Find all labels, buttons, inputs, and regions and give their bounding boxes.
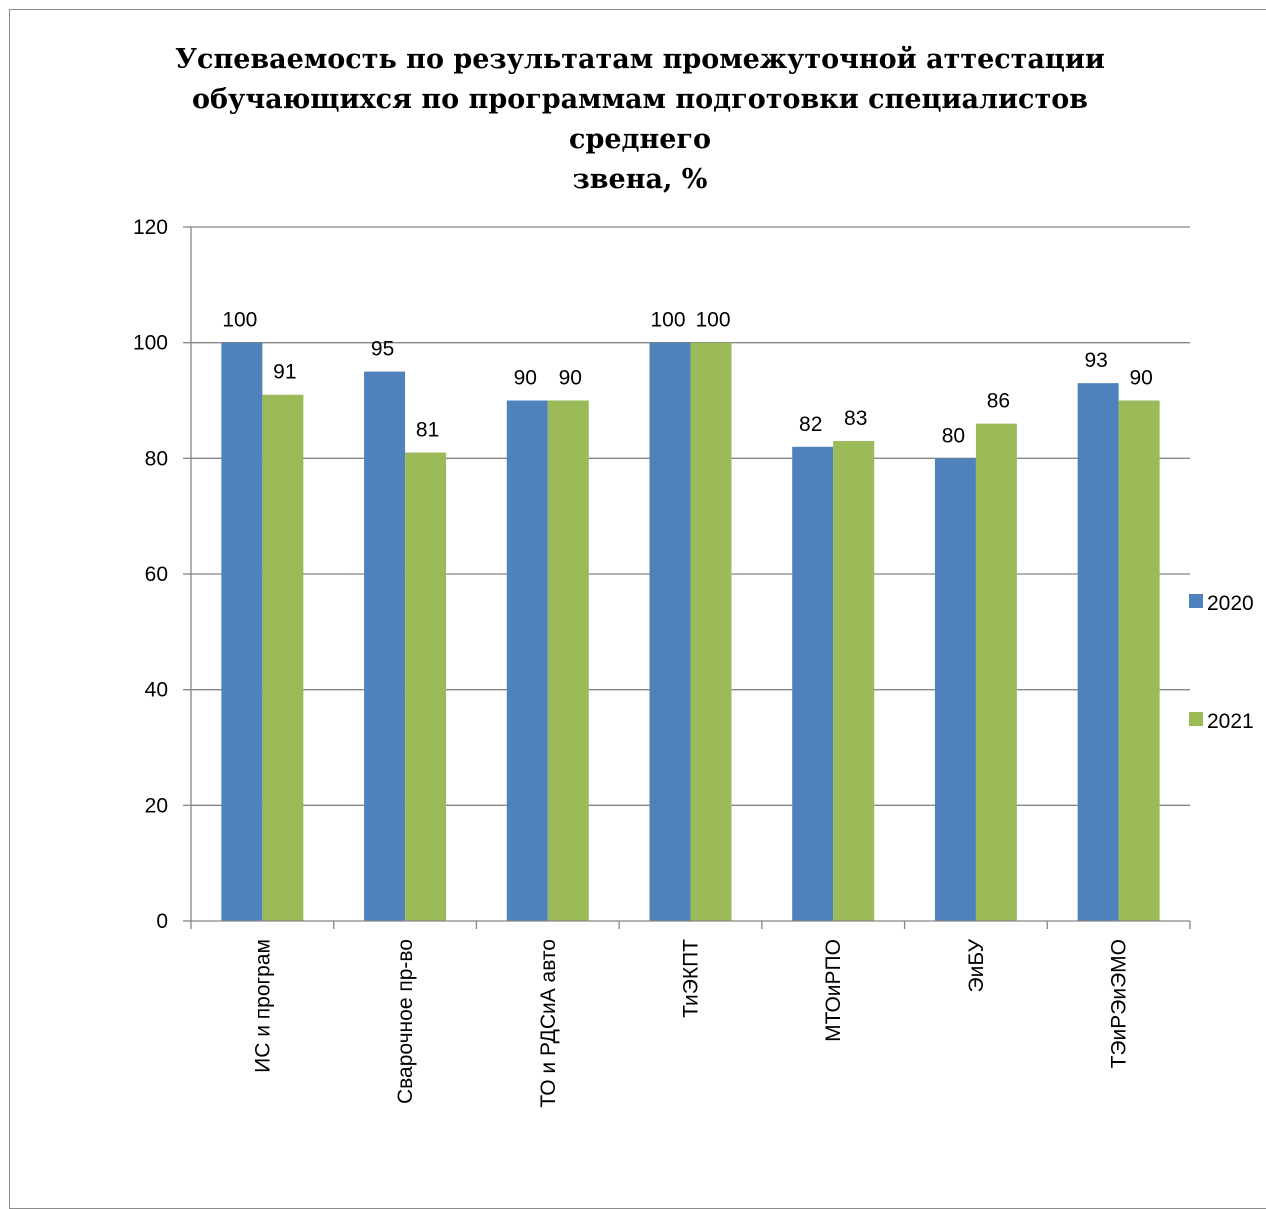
y-tick-label-20: 20 xyxy=(145,794,168,817)
bar-2020-2 xyxy=(364,371,406,921)
bar-2020-6 xyxy=(934,458,976,921)
y-tick-label-60: 60 xyxy=(145,563,168,586)
y-tick-label-120: 120 xyxy=(133,216,168,239)
bar-2020-5 xyxy=(792,446,834,921)
data-label-2020-1: 100 xyxy=(222,309,257,332)
labels: 0 20 40 60 80 100 120 100 95 90 100 82 80 93 91 81 90 100… xyxy=(133,216,1153,1108)
chart-frame xyxy=(9,9,1266,1209)
y-tick-label-80: 80 xyxy=(145,447,168,470)
bars xyxy=(221,342,1160,922)
category-label-6: ЭиБУ xyxy=(965,938,988,992)
data-label-2020-3: 90 xyxy=(514,367,537,390)
y-tick-label-40: 40 xyxy=(145,679,168,702)
category-label-2: Сварочное пр-во xyxy=(394,939,417,1104)
legend-label-2021: 2021 xyxy=(1207,710,1254,733)
data-label-2020-5: 82 xyxy=(799,413,822,436)
bar-2020-3 xyxy=(506,400,548,921)
data-label-2020-2: 95 xyxy=(371,338,394,361)
data-label-2020-4: 100 xyxy=(650,309,685,332)
data-label-2021-6: 86 xyxy=(987,390,1010,413)
bar-2021-6 xyxy=(975,423,1017,921)
legend: 2020 2021 xyxy=(1189,592,1254,733)
legend-swatch-2020 xyxy=(1189,594,1203,608)
chart-title: Успеваемость по результатам промежуточно… xyxy=(140,40,1140,200)
bar-2021-1 xyxy=(262,394,304,921)
chart-title-line-2: обучающихся по программам подготовки спе… xyxy=(192,84,1088,155)
bar-2021-5 xyxy=(833,440,875,921)
category-label-1: ИС и програм xyxy=(251,939,274,1073)
legend-label-2020: 2020 xyxy=(1207,592,1254,615)
chart-title-line-1: Успеваемость по результатам промежуточно… xyxy=(175,44,1105,75)
data-label-2021-7: 90 xyxy=(1129,367,1152,390)
bar-2021-3 xyxy=(547,400,589,921)
data-label-2021-2: 81 xyxy=(416,419,439,442)
bar-2021-2 xyxy=(405,452,447,921)
axes xyxy=(183,226,1191,929)
data-label-2021-1: 91 xyxy=(273,361,296,384)
bar-2021-7 xyxy=(1118,400,1160,921)
data-label-2020-6: 80 xyxy=(942,424,965,447)
category-label-7: ТЭиРЭиЭМО xyxy=(1108,939,1131,1068)
y-tick-label-100: 100 xyxy=(133,332,168,355)
data-label-2021-3: 90 xyxy=(559,367,582,390)
y-tick-label-0: 0 xyxy=(156,910,168,933)
bar-2021-4 xyxy=(690,342,732,922)
bar-2020-1 xyxy=(221,342,263,922)
data-label-2021-4: 100 xyxy=(695,309,730,332)
bar-2020-4 xyxy=(649,342,691,922)
category-label-3: ТО и РДСиА авто xyxy=(537,939,560,1108)
data-label-2020-7: 93 xyxy=(1084,349,1107,372)
chart-title-line-3: звена, % xyxy=(572,164,708,195)
category-label-4: ТиЭКПТ xyxy=(680,939,703,1018)
category-label-5: МТОиРПО xyxy=(822,939,845,1042)
legend-swatch-2021 xyxy=(1189,712,1203,726)
data-label-2021-5: 83 xyxy=(844,407,867,430)
bar-2020-7 xyxy=(1077,383,1119,921)
